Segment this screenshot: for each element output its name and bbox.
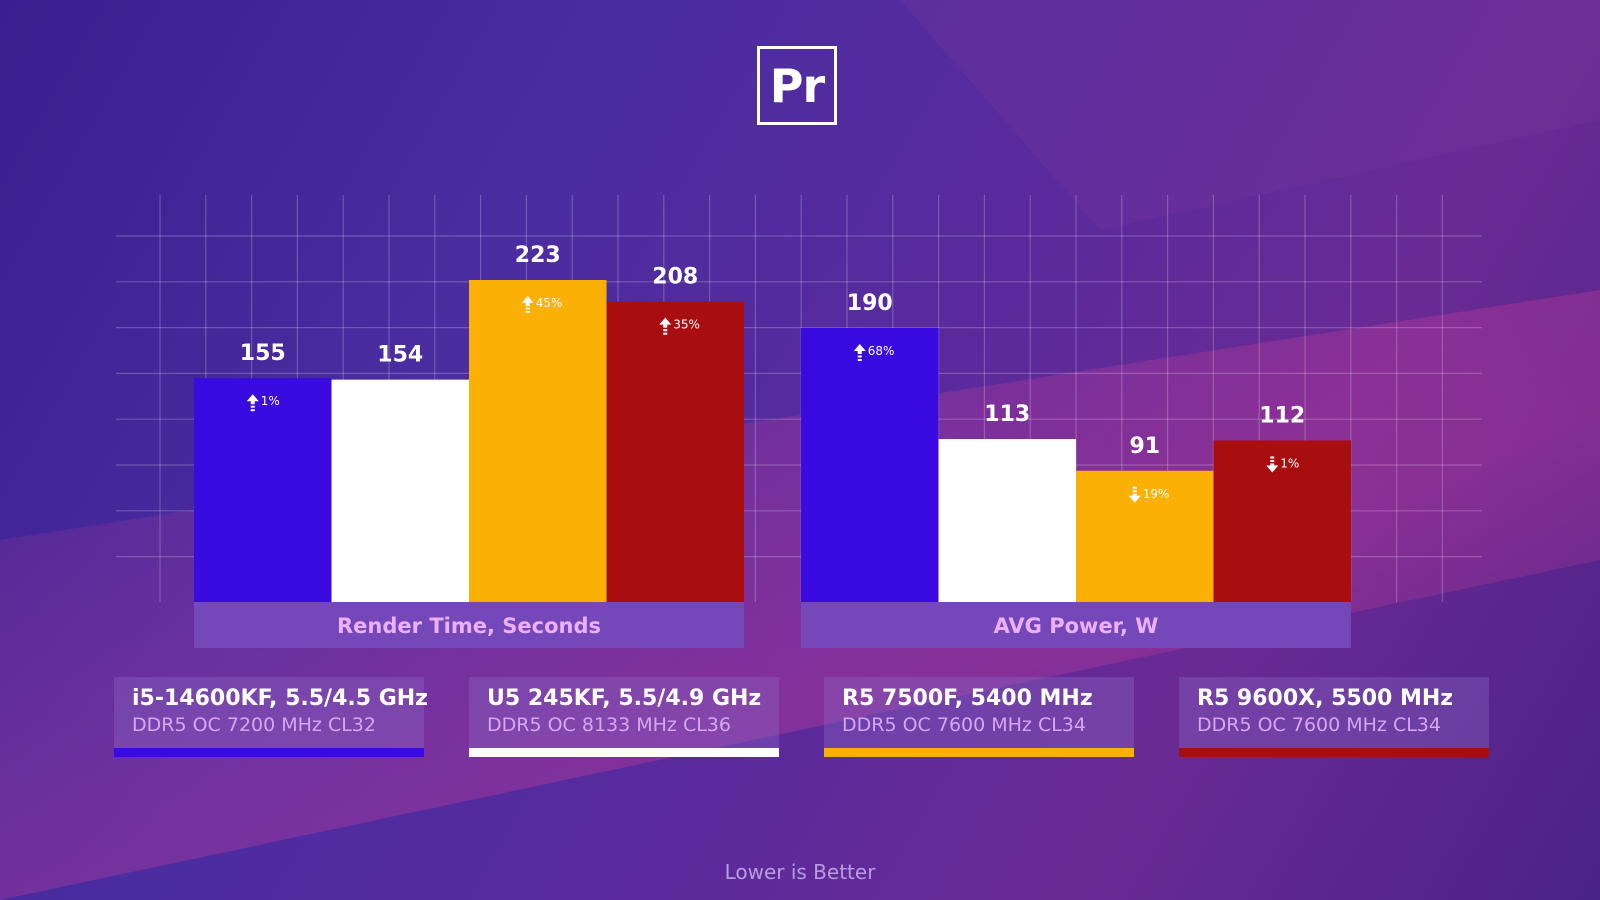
bar	[606, 301, 744, 602]
change-percent-label: 19%	[1143, 487, 1170, 501]
bar-value-label: 190	[847, 291, 893, 316]
change-percent-label: 68%	[868, 344, 895, 358]
arrow-down-icon	[1266, 456, 1279, 473]
legend-memory-spec: DDR5 OC 7200 MHz CL32	[132, 714, 376, 736]
legend-color-swatch	[1179, 748, 1489, 757]
bar-group: 155 1% 154 223 45% 208 35% Render Time, Seconds	[194, 243, 744, 648]
bar-value-label: 91	[1129, 434, 1160, 459]
bar	[1076, 470, 1214, 602]
legend-color-swatch	[114, 748, 424, 757]
bar	[801, 328, 939, 602]
legend-item: i5-14600KF, 5.5/4.5 GHz DDR5 OC 7200 MHz …	[114, 677, 428, 757]
legend-item: U5 245KF, 5.5/4.9 GHz DDR5 OC 8133 MHz CL…	[469, 677, 779, 757]
arrow-down-icon	[1128, 486, 1141, 503]
legend-color-swatch	[824, 748, 1134, 757]
premiere-pro-logo: Pr	[757, 46, 837, 125]
category-label: AVG Power, W	[994, 614, 1159, 638]
legend-cpu-name: R5 7500F, 5400 MHz	[842, 686, 1093, 711]
legend-cpu-name: R5 9600X, 5500 MHz	[1197, 686, 1454, 711]
change-percent-label: 45%	[536, 296, 563, 310]
arrow-up-icon	[246, 394, 259, 412]
bar-value-label: 155	[240, 341, 286, 366]
legend-color-swatch	[469, 748, 779, 757]
bar	[1213, 440, 1351, 602]
legend-cpu-name: U5 245KF, 5.5/4.9 GHz	[487, 686, 762, 711]
bar-value-label: 154	[377, 343, 423, 368]
legend-item: R5 7500F, 5400 MHz DDR5 OC 7600 MHz CL34	[824, 677, 1134, 757]
bar-value-label: 208	[652, 265, 698, 290]
bar-group: 190 68% 113 91 19% 112 1% AVG Power, W	[801, 291, 1351, 648]
legend-memory-spec: DDR5 OC 7600 MHz CL34	[842, 714, 1086, 736]
legend-cpu-name: i5-14600KF, 5.5/4.5 GHz	[132, 686, 428, 711]
legend-memory-spec: DDR5 OC 7600 MHz CL34	[1197, 714, 1441, 736]
legend-memory-spec: DDR5 OC 8133 MHz CL36	[487, 714, 731, 736]
change-percent-label: 35%	[673, 318, 700, 332]
bar-value-label: 223	[515, 243, 561, 268]
bar-value-label: 112	[1259, 403, 1305, 428]
footer-note: Lower is Better	[724, 860, 876, 884]
bar	[331, 379, 469, 602]
category-band	[194, 602, 744, 648]
arrow-up-icon	[659, 317, 672, 335]
bar	[938, 439, 1076, 602]
change-percent-label: 1%	[1280, 456, 1299, 470]
change-percent-label: 1%	[261, 394, 280, 408]
bar	[469, 280, 607, 602]
arrow-up-icon	[853, 344, 866, 361]
bar-value-label: 113	[984, 402, 1030, 427]
category-band	[801, 602, 1351, 648]
category-label: Render Time, Seconds	[337, 614, 601, 638]
bar	[194, 378, 332, 602]
legend-item: R5 9600X, 5500 MHz DDR5 OC 7600 MHz CL34	[1179, 677, 1489, 757]
arrow-up-icon	[521, 296, 534, 313]
